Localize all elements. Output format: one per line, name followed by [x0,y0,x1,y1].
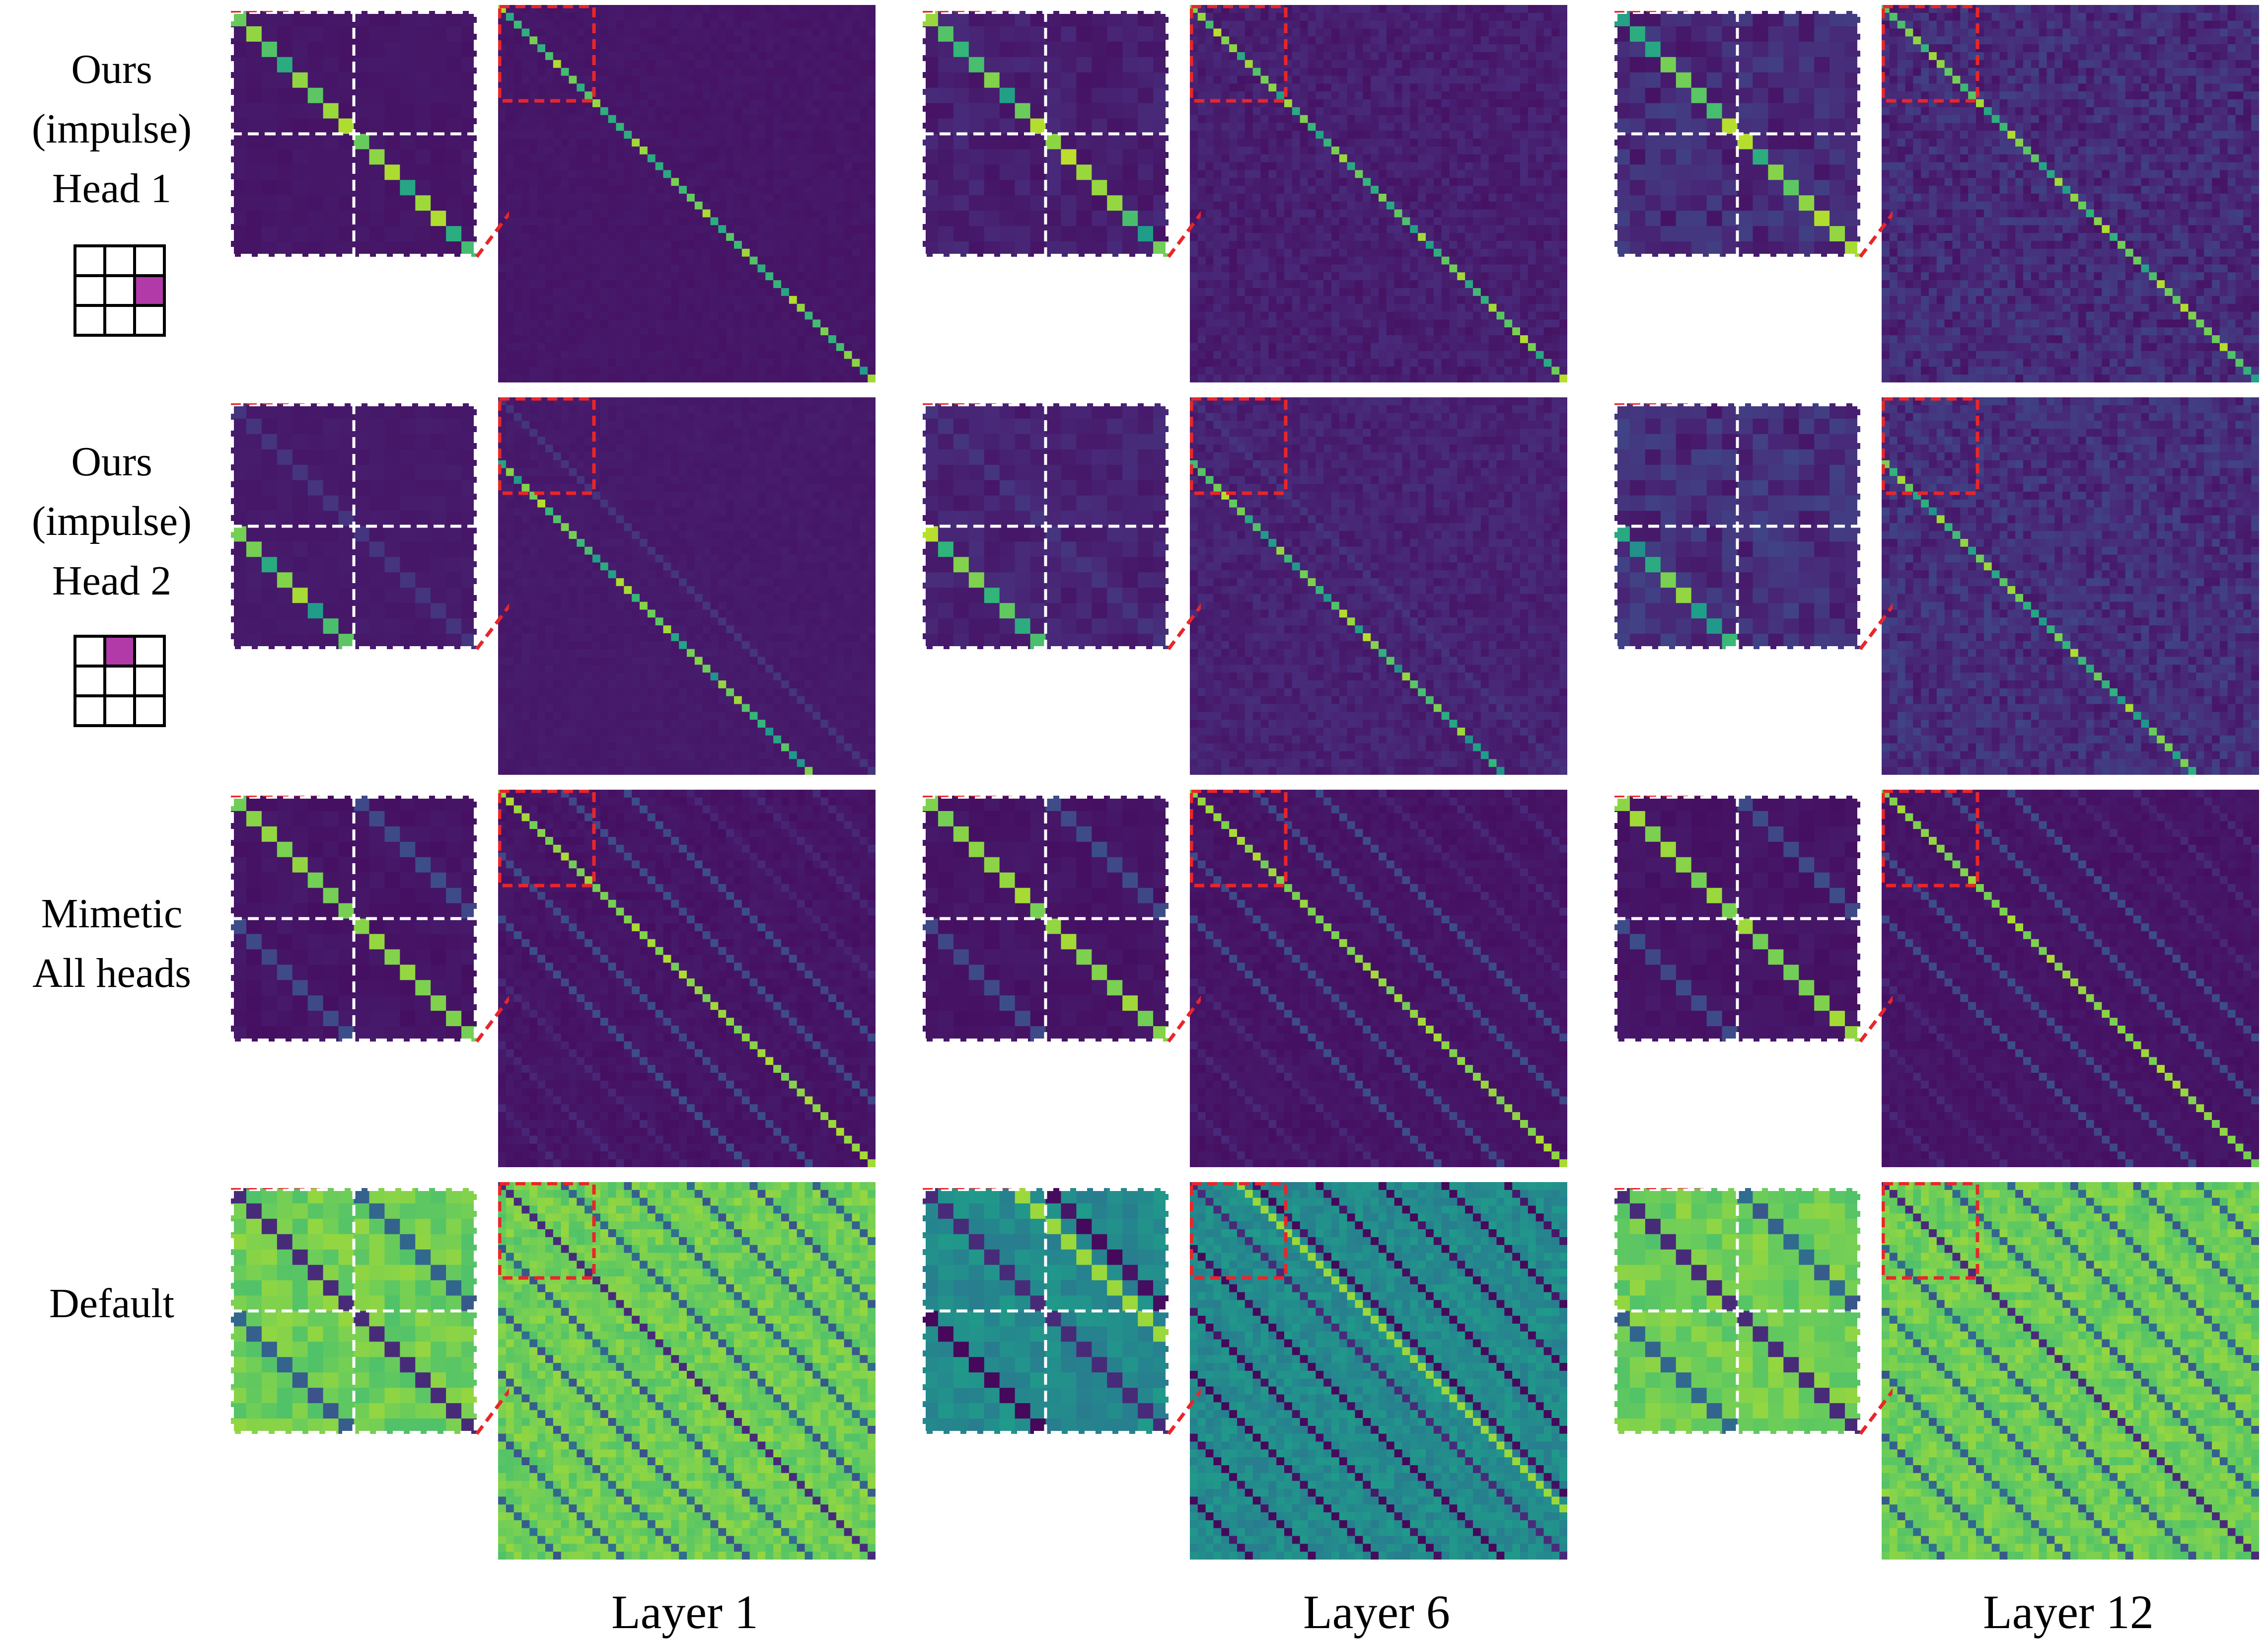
zoom-inset [1614,11,1860,257]
zoom-connector [923,796,1201,1043]
attention-heatmap [1882,790,2259,1167]
attention-heatmap [1190,397,1567,775]
zoom-connector [1614,796,1893,1043]
zoom-connector [231,11,509,258]
zoom-divider-lines [231,1188,477,1434]
zoom-connector [1614,1188,1893,1435]
column-label-layer6: Layer 6 [1188,1584,1565,1640]
zoom-connector [923,1188,1201,1435]
zoom-inset [231,1188,477,1434]
row-label-line: Mimetic [0,884,223,944]
column-label-layer1: Layer 1 [496,1584,874,1640]
zoom-connector [1614,11,1893,258]
zoom-connector [231,796,509,1043]
zoom-divider-lines [923,11,1169,257]
grid-highlight-cell [135,275,166,306]
attention-heatmap [1882,5,2259,382]
zoom-inset [923,403,1169,649]
zoom-connector [231,403,509,651]
attention-heatmap [1190,790,1567,1167]
zoom-divider-lines [923,403,1169,649]
zoom-connector [231,1188,509,1435]
grid-3x3-icon [73,244,166,337]
zoom-divider-lines [1614,403,1860,649]
zoom-inset [923,1188,1169,1434]
zoom-inset [231,796,477,1042]
zoom-inset [231,403,477,649]
row-label-line: Ours [0,432,223,492]
row-label-line: Head 2 [0,551,223,611]
attention-heatmap [1190,1182,1567,1560]
zoom-divider-lines [231,11,477,257]
attention-heatmap [498,790,876,1167]
attention-heatmap [498,5,876,382]
zoom-divider-lines [1614,796,1860,1042]
row-label-default: Default [0,1274,223,1334]
zoom-inset [923,11,1169,257]
row-label-ours-head2: Ours (impulse) Head 2 [0,432,223,611]
attention-heatmap [498,397,876,775]
zoom-connector [923,11,1201,258]
zoom-divider-lines [1614,11,1860,257]
row-label-line: Ours [0,40,223,99]
row-label-ours-head1: Ours (impulse) Head 1 [0,40,223,219]
zoom-connector [923,403,1201,651]
grid-highlight-cell [104,635,135,666]
row-label-line: All heads [0,944,223,1003]
zoom-divider-lines [923,796,1169,1042]
zoom-connector [1614,403,1893,651]
row-label-line: (impulse) [0,492,223,551]
attention-heatmap [1190,5,1567,382]
column-label-layer12: Layer 12 [1880,1584,2257,1640]
zoom-inset [923,796,1169,1042]
zoom-divider-lines [231,403,477,649]
row-label-line: (impulse) [0,99,223,159]
zoom-inset [231,11,477,257]
zoom-inset [1614,796,1860,1042]
grid-3x3-icon [73,635,166,727]
zoom-inset [1614,403,1860,649]
zoom-divider-lines [231,796,477,1042]
row-label-line: Default [0,1274,223,1334]
attention-heatmap [1882,1182,2259,1560]
attention-heatmap [1882,397,2259,775]
row-label-line: Head 1 [0,159,223,219]
zoom-divider-lines [923,1188,1169,1434]
row-label-mimetic: Mimetic All heads [0,884,223,1003]
attention-heatmap [498,1182,876,1560]
zoom-inset [1614,1188,1860,1434]
zoom-divider-lines [1614,1188,1860,1434]
